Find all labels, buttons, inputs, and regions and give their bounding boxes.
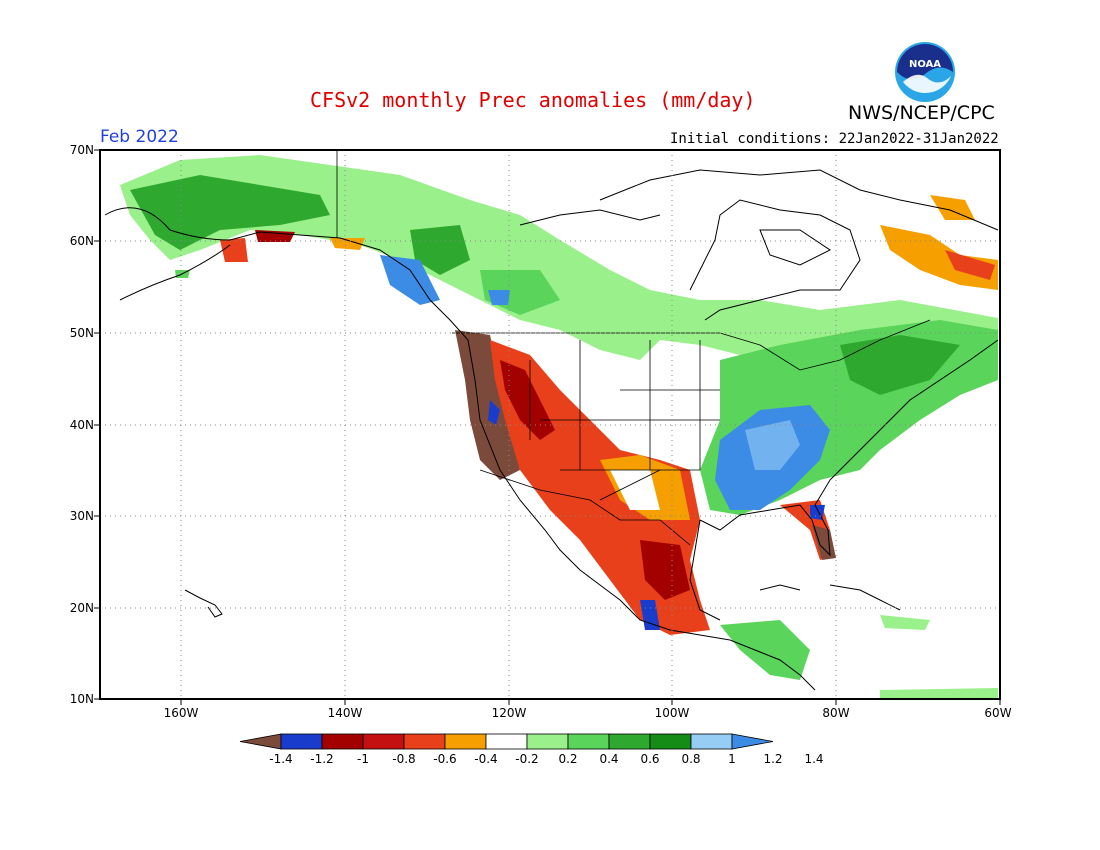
colorbar-box [321,733,364,750]
colorbar-labels: -1.4 -1.2 -1 -0.8 -0.6 -0.4 -0.2 0.2 0.4 0.6 0.8 1 1… [269,752,823,766]
colorbar-tick-label: -0.2 [515,752,538,766]
colorbar-tick-label: -0.4 [474,752,497,766]
colorbar-box [403,733,446,750]
lon-label: 80W [822,706,849,720]
colorbar-box [444,733,487,750]
colorbar-boxes [239,733,774,750]
lat-label: 50N [70,326,94,340]
coastlines [104,169,999,691]
lon-label: 100W [655,706,690,720]
colorbar-tick-label: -1.2 [310,752,333,766]
valid-month: Feb 2022 [100,127,179,147]
colorbar-box [362,733,405,750]
colorbar-tick-label: 0.6 [640,752,659,766]
lat-label: 40N [70,418,94,432]
colorbar-box [649,733,692,750]
colorbar-tick-label: -1 [357,752,369,766]
gridlines [100,150,1000,699]
colorbar-tick-label: -1.4 [269,752,292,766]
colorbar-left-arrow [239,733,282,750]
tick-marks [94,149,1001,705]
colorbar-right-arrow [731,733,774,750]
lon-label: 140W [328,706,363,720]
lat-label: 30N [70,509,94,523]
colorbar-tick-label: 1.4 [804,752,823,766]
organization-label: NWS/NCEP/CPC [848,102,995,124]
lon-label: 160W [164,706,199,720]
lon-label: 120W [492,706,527,720]
initial-conditions: Initial conditions: 22Jan2022-31Jan2022 [670,131,999,147]
lat-labels: 70N 60N 50N 40N 30N 20N 10N [70,143,94,706]
colorbar-tick-label: 1.2 [763,752,782,766]
noaa-logo: NOAA [895,42,955,102]
lat-label: 20N [70,601,94,615]
noaa-logo-text: NOAA [909,59,941,70]
colorbar-box [608,733,651,750]
colorbar-tick-label: 0.2 [558,752,577,766]
lon-label: 60W [984,706,1011,720]
lat-label: 70N [70,143,94,157]
colorbar-tick-label: -0.6 [433,752,456,766]
lon-labels: 160W 140W 120W 100W 80W 60W [164,706,1012,720]
colorbar-tick-label: 0.4 [599,752,618,766]
anomaly-fields [120,155,998,700]
lat-label: 10N [70,692,94,706]
colorbar-box [567,733,610,750]
colorbar-box [690,733,733,750]
colorbar-box [280,733,323,750]
colorbar-tick-label: -0.8 [392,752,415,766]
lat-label: 60N [70,234,94,248]
colorbar-tick-label: 0.8 [681,752,700,766]
colorbar-tick-label: 1 [728,752,736,766]
anomaly-map: 70N 60N 50N 40N 30N 20N 10N 160W 140W 12… [70,143,1012,720]
colorbar-box [485,733,528,750]
colorbar-box [526,733,569,750]
chart-title: CFSv2 monthly Prec anomalies (mm/day) [310,88,756,112]
